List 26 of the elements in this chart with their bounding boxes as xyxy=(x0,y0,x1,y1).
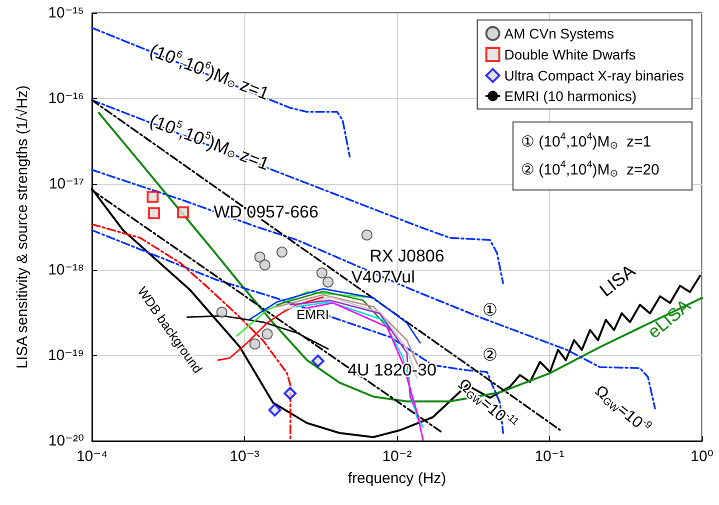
annotation: ② xyxy=(482,346,498,364)
y-axis-title: LISA sensitivity & source strengths (1/√Hz) xyxy=(14,85,31,369)
y-tick-label: 10⁻²⁰ xyxy=(48,432,84,450)
x-tick-label: 10⁻¹ xyxy=(534,448,564,465)
annotation: EMRI xyxy=(296,307,329,322)
x-tick-label: 10⁻⁴ xyxy=(76,448,108,465)
annotation: (105,105)M⊙ z=1 xyxy=(147,110,272,174)
legend-label: EMRI (10 harmonics) xyxy=(504,88,637,104)
legend-label: Ultra Compact X-ray binaries xyxy=(504,68,684,84)
y-tick-label: 10⁻¹⁸ xyxy=(48,261,84,278)
legend-label: AM CVn Systems xyxy=(504,26,614,42)
x-tick-label: 10⁻² xyxy=(382,448,412,465)
legend-label: Double White Dwarfs xyxy=(504,46,636,62)
annotation: ΩGW=10-11 xyxy=(454,376,521,428)
x-axis-title: frequency (Hz) xyxy=(348,470,446,487)
y-tick-label: 10⁻¹⁹ xyxy=(48,346,84,364)
annotation: RX J0806 xyxy=(370,246,444,266)
y-tick-label: 10⁻¹⁶ xyxy=(48,90,84,108)
x-tick-label: 10⁰ xyxy=(690,448,714,465)
y-tick-label: 10⁻¹⁷ xyxy=(48,176,84,193)
text: LISA xyxy=(596,260,639,301)
annotation: ① xyxy=(482,300,498,320)
annotation: ΩGW=10-9 xyxy=(592,382,654,432)
x-tick-label: 10⁻³ xyxy=(230,448,260,465)
y-tick-label: 10⁻¹⁵ xyxy=(48,4,84,22)
annotation: (106,106)M⊙ z=1 xyxy=(147,40,272,104)
